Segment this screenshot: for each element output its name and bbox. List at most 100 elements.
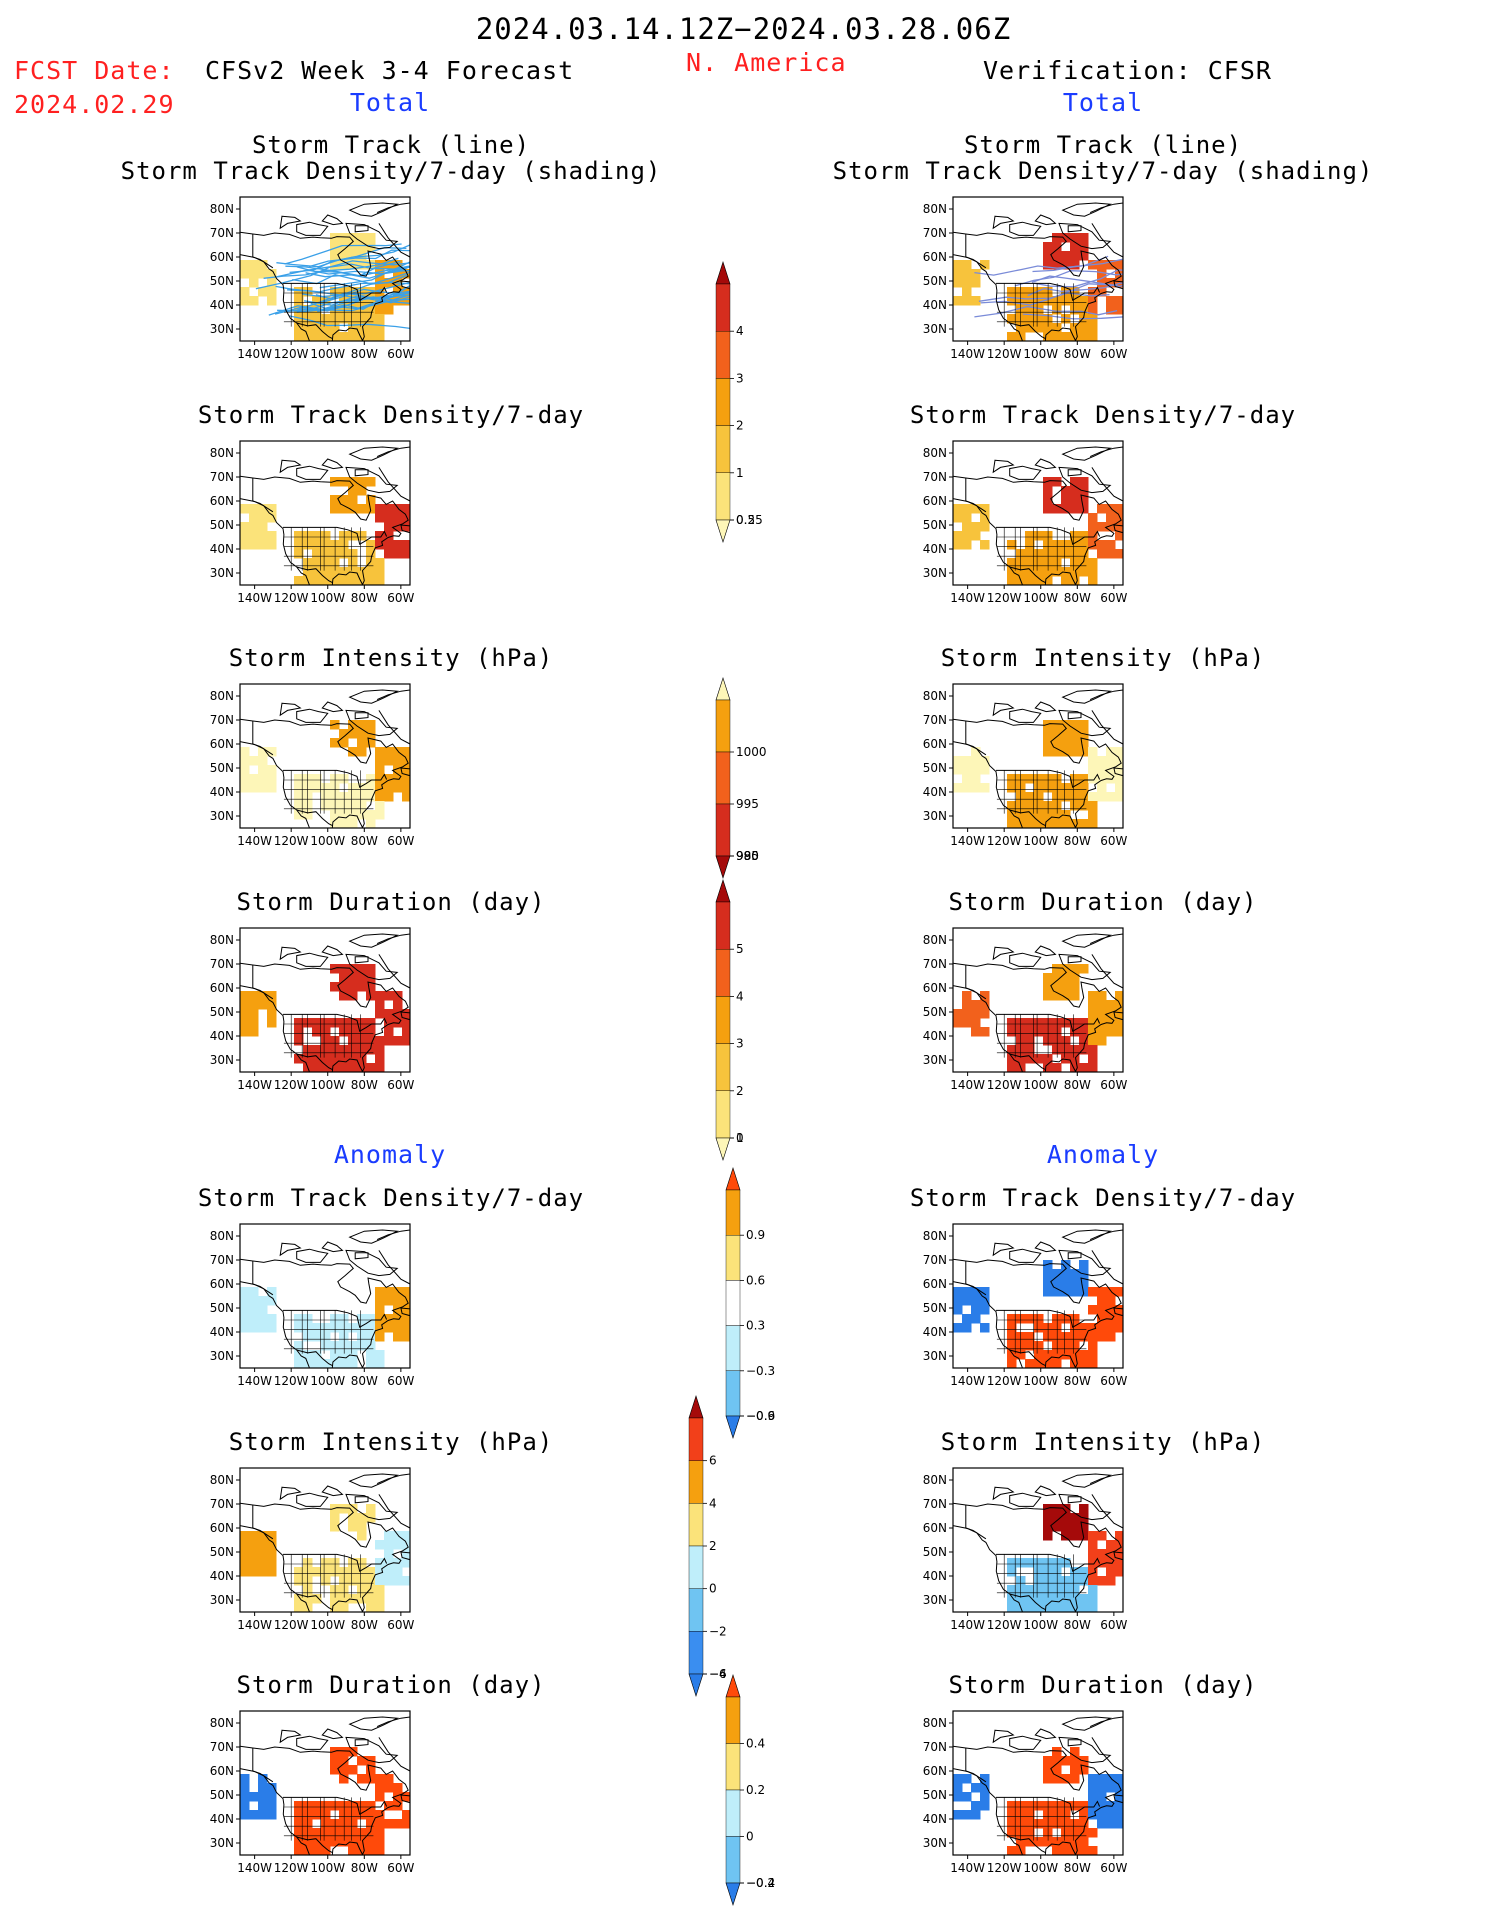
colorbar-label: 2: [736, 419, 744, 433]
colorbar-segment: [715, 751, 731, 805]
lat-label: 60N: [210, 494, 234, 508]
colorbar-segment: [688, 1460, 704, 1504]
lat-label: 60N: [923, 1277, 947, 1291]
colorbar-label: −0.9: [746, 1409, 775, 1423]
lat-label: 40N: [923, 1325, 947, 1339]
map-panel-verification-intensity-anom: 80N 70N 60N 50N 40N 30N 140W 120W 100W 80W 60W: [923, 1467, 1133, 1652]
lon-label: 140W: [237, 1618, 272, 1632]
lon-label: 80W: [1064, 347, 1091, 361]
lat-label: 80N: [923, 689, 947, 703]
lon-label: 140W: [950, 1078, 985, 1092]
lat-label: 40N: [923, 1812, 947, 1826]
lat-label: 30N: [923, 1593, 947, 1607]
lon-label: 120W: [274, 1618, 309, 1632]
colorbar-segment: [725, 1743, 741, 1791]
lon-label: 100W: [310, 1374, 345, 1388]
lat-label: 70N: [210, 470, 234, 484]
colorbar-segment: [715, 699, 731, 753]
colorbar-label: 0.3: [746, 1319, 765, 1333]
lon-label: 80W: [351, 1861, 378, 1875]
colorbar-segment: [715, 425, 731, 474]
colorbar-label: 0.6: [746, 1273, 765, 1287]
colorbar-label: 995: [736, 797, 759, 811]
colorbar-arrow-top: [715, 677, 731, 701]
colorbar-arrow-bottom: [715, 519, 731, 543]
colorbar-segment: [688, 1588, 704, 1632]
lat-label: 70N: [923, 1497, 947, 1511]
colorbar-arrow-bottom: [725, 1882, 741, 1906]
lon-label: 60W: [387, 1861, 414, 1875]
map-panel-verification-duration: 80N 70N 60N 50N 40N 30N 140W 120W 100W 80W 60W: [923, 927, 1133, 1112]
lat-label: 40N: [210, 1812, 234, 1826]
lat-label: 80N: [210, 1716, 234, 1730]
colorbar-intensity-total: 1000 995 990 985 980: [715, 677, 786, 882]
lat-label: 50N: [923, 761, 947, 775]
period-title: 2024.03.14.12Z−2024.03.28.06Z: [475, 12, 1012, 46]
colorbar-arrow-bottom: [725, 1415, 741, 1439]
lat-label: 60N: [923, 494, 947, 508]
lat-label: 40N: [210, 1325, 234, 1339]
title-duration-anom-left: Storm Duration (day): [236, 1671, 546, 1699]
lat-label: 80N: [923, 1716, 947, 1730]
colorbar-segment: [715, 803, 731, 857]
lat-label: 50N: [923, 274, 947, 288]
colorbar-arrow-bottom: [715, 855, 731, 879]
colorbar-segment: [715, 1043, 731, 1092]
map-panel-forecast-density-anom: 80N 70N 60N 50N 40N 30N 140W 120W 100W 80W 60W: [210, 1223, 420, 1408]
colorbar-label: −6: [709, 1667, 727, 1681]
lat-label: 80N: [923, 446, 947, 460]
colorbar-label: −2: [709, 1624, 727, 1638]
lat-label: 30N: [923, 1053, 947, 1067]
lat-label: 40N: [210, 542, 234, 556]
lon-label: 120W: [987, 591, 1022, 605]
map-panel-forecast-track: 80N 70N 60N 50N 40N 30N 140W 120W 100W 80W 60W: [210, 196, 420, 381]
title-density-anom-left: Storm Track Density/7-day: [197, 1184, 585, 1212]
colorbar-label: 4: [709, 1496, 717, 1510]
lat-label: 50N: [923, 1545, 947, 1559]
colorbar-label: 2: [709, 1539, 717, 1553]
lon-label: 100W: [310, 1078, 345, 1092]
map-panel-verification-density: 80N 70N 60N 50N 40N 30N 140W 120W 100W 80W 60W: [923, 440, 1133, 625]
lon-label: 120W: [274, 1861, 309, 1875]
lat-label: 60N: [210, 981, 234, 995]
lat-label: 50N: [210, 518, 234, 532]
lon-label: 60W: [1100, 1861, 1127, 1875]
map-panel-forecast-intensity: 80N 70N 60N 50N 40N 30N 140W 120W 100W 80W 60W: [210, 683, 420, 868]
title-track-line-right: Storm Track (line): [963, 131, 1243, 159]
colorbar-label: 980: [736, 849, 759, 863]
colorbar-label: 0: [736, 1131, 744, 1145]
title-track-line-left: Storm Track (line): [251, 131, 531, 159]
lat-label: 70N: [923, 226, 947, 240]
colorbar-segment: [715, 378, 731, 426]
lat-label: 60N: [923, 981, 947, 995]
colorbar-label: 0.9: [746, 1228, 765, 1242]
lon-label: 100W: [310, 347, 345, 361]
colorbar-label: 3: [736, 371, 744, 385]
colorbar-segment: [715, 996, 731, 1044]
lat-label: 60N: [210, 250, 234, 264]
map-panel-verification-duration-anom: 80N 70N 60N 50N 40N 30N 140W 120W 100W 80W 60W: [923, 1710, 1133, 1895]
lon-label: 140W: [950, 591, 985, 605]
colorbar-segment: [725, 1789, 741, 1837]
lat-label: 40N: [210, 1029, 234, 1043]
lat-label: 40N: [923, 1029, 947, 1043]
colorbar-label: −0.6: [746, 1409, 775, 1423]
lat-label: 50N: [923, 1301, 947, 1315]
lon-label: 80W: [351, 1078, 378, 1092]
lon-label: 140W: [950, 1861, 985, 1875]
lat-label: 80N: [210, 1229, 234, 1243]
lat-label: 50N: [210, 1005, 234, 1019]
colorbar-label: 985: [736, 849, 759, 863]
colorbar-segment: [715, 330, 731, 379]
title-density-right: Storm Track Density/7-day: [909, 401, 1297, 429]
colorbar-segment: [688, 1417, 704, 1461]
colorbar-duration-anom: 0.4 0.2 0 −0.2 −0.4: [725, 1674, 796, 1909]
lat-label: 30N: [210, 1593, 234, 1607]
lat-label: 60N: [210, 737, 234, 751]
lon-label: 120W: [987, 834, 1022, 848]
colorbar-label: 6: [709, 1454, 717, 1468]
lat-label: 30N: [210, 1836, 234, 1850]
lat-label: 50N: [923, 1788, 947, 1802]
lat-label: 30N: [923, 322, 947, 336]
colorbar-segment: [715, 1090, 731, 1139]
